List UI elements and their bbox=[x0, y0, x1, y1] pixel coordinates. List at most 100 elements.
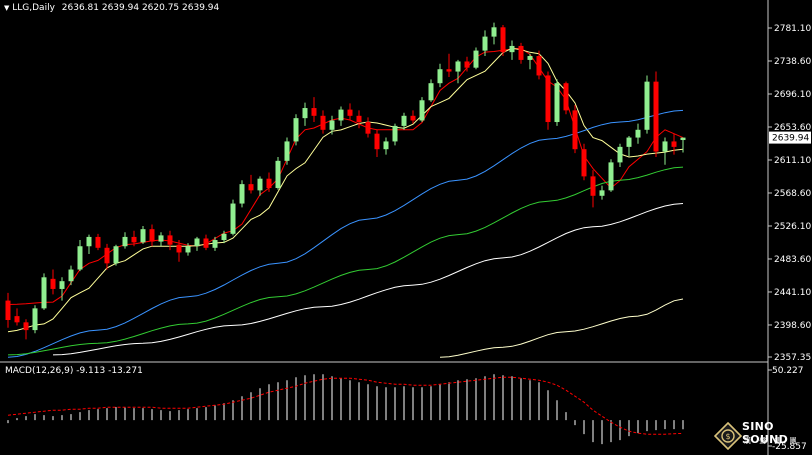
candle bbox=[527, 53, 533, 70]
candle-body bbox=[491, 27, 497, 37]
candle-body bbox=[284, 141, 290, 161]
candle bbox=[266, 172, 272, 192]
candle-body bbox=[68, 269, 74, 282]
candle bbox=[149, 224, 155, 247]
candle-body bbox=[167, 235, 173, 245]
candle-body bbox=[221, 233, 227, 241]
candle bbox=[23, 319, 29, 340]
candle bbox=[113, 244, 119, 266]
candle-body bbox=[50, 278, 56, 289]
candle-body bbox=[302, 108, 308, 119]
candle-body bbox=[239, 184, 245, 204]
candle-body bbox=[572, 110, 578, 150]
candle-body bbox=[356, 115, 362, 123]
price-tick-label: 2526.10 bbox=[774, 222, 811, 232]
candle-body bbox=[581, 149, 587, 177]
logo-emblem-icon: $ bbox=[714, 422, 742, 450]
ma10-line bbox=[7, 47, 684, 333]
candle bbox=[383, 137, 389, 155]
candle bbox=[257, 176, 263, 196]
candle-body bbox=[446, 69, 452, 72]
candle bbox=[311, 97, 317, 123]
candle bbox=[248, 174, 254, 194]
candle bbox=[122, 232, 128, 249]
candle bbox=[455, 59, 461, 84]
candle-body bbox=[5, 300, 11, 321]
candle bbox=[194, 236, 200, 251]
candle bbox=[5, 292, 11, 328]
dropdown-triangle-icon[interactable]: ▼ bbox=[4, 4, 10, 12]
price-tick-label: 2781.10 bbox=[774, 24, 811, 34]
candle-body bbox=[104, 247, 110, 264]
chart-header[interactable]: ▼ LLG,Daily 2636.81 2639.94 2620.75 2639… bbox=[4, 3, 219, 13]
candle bbox=[50, 269, 56, 295]
candle bbox=[509, 40, 515, 60]
candle-body bbox=[77, 246, 83, 270]
candle bbox=[77, 240, 83, 272]
macd-indicator bbox=[7, 374, 684, 445]
candle-body bbox=[482, 36, 488, 51]
candle bbox=[221, 230, 227, 244]
candle-body bbox=[194, 238, 200, 247]
price-tag-label: 2639.94 bbox=[772, 134, 809, 144]
candle-body bbox=[158, 235, 164, 242]
candle-body bbox=[230, 203, 236, 234]
ma200-line bbox=[52, 203, 684, 356]
ma60-line bbox=[7, 109, 684, 358]
candle-body bbox=[392, 125, 398, 142]
candle bbox=[230, 199, 236, 236]
candle-body bbox=[545, 75, 551, 123]
candle-body bbox=[320, 115, 326, 130]
candle bbox=[185, 243, 191, 256]
candle-body bbox=[653, 81, 659, 152]
candle-body bbox=[644, 81, 650, 130]
candle-body bbox=[149, 229, 155, 242]
candle-body bbox=[410, 115, 416, 121]
price-tick-label: 2441.10 bbox=[774, 288, 811, 298]
candle bbox=[500, 24, 506, 57]
candle-body bbox=[509, 45, 515, 53]
logo-subtitle: 漢 聲 集 團 bbox=[744, 437, 800, 445]
candle-body bbox=[14, 316, 20, 323]
candle-body bbox=[626, 137, 632, 147]
candle-body bbox=[455, 61, 461, 72]
price-tag-box bbox=[769, 131, 811, 144]
candle-body bbox=[311, 108, 317, 116]
candlestick-series bbox=[5, 22, 686, 340]
macd-tick-label: -25.857 bbox=[772, 442, 807, 452]
candle bbox=[320, 110, 326, 134]
svg-text:$: $ bbox=[725, 432, 730, 441]
candle bbox=[68, 265, 74, 286]
candle-body bbox=[590, 176, 596, 196]
candle bbox=[419, 97, 425, 123]
candle-body bbox=[347, 109, 353, 116]
candle bbox=[464, 56, 470, 72]
candle-body bbox=[536, 56, 542, 76]
candle bbox=[491, 22, 497, 45]
candle-body bbox=[635, 129, 641, 138]
candle-body bbox=[185, 246, 191, 253]
candle-body bbox=[95, 236, 101, 248]
candle bbox=[446, 53, 452, 77]
candle bbox=[32, 305, 38, 334]
candle bbox=[275, 156, 281, 190]
candle bbox=[536, 50, 542, 80]
candle bbox=[59, 277, 65, 301]
candle bbox=[518, 42, 524, 64]
candle bbox=[554, 79, 560, 126]
current-price-tag: 2639.94 bbox=[769, 131, 811, 144]
candle bbox=[653, 71, 659, 157]
candle-body bbox=[599, 190, 605, 196]
candle-body bbox=[41, 277, 47, 309]
ma365-line bbox=[439, 298, 684, 358]
sino-sound-logo: $ SINO SOUND 漢 聲 集 團 bbox=[712, 414, 812, 454]
candle bbox=[626, 135, 632, 157]
candle bbox=[293, 114, 299, 146]
candle bbox=[680, 137, 686, 153]
candle bbox=[572, 104, 578, 154]
candle bbox=[599, 185, 605, 200]
candle bbox=[104, 243, 110, 270]
candle-body bbox=[608, 162, 614, 191]
candle bbox=[41, 273, 47, 310]
